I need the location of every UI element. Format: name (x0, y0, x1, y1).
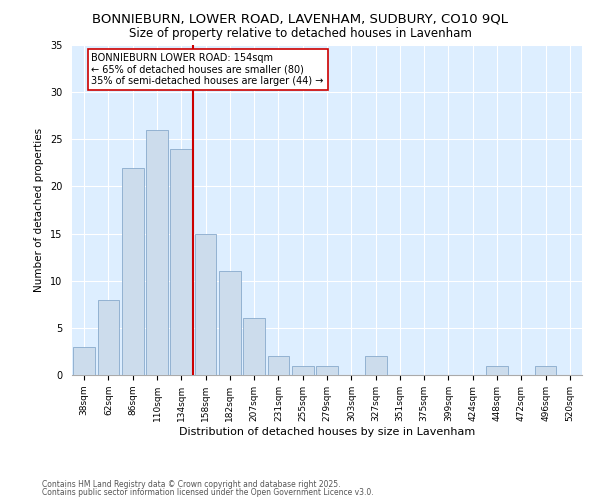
Bar (535, 366, 556, 375)
Bar (365, 356, 386, 375)
Y-axis label: Number of detached properties: Number of detached properties (34, 128, 44, 292)
Bar (146, 130, 168, 375)
Bar (219, 272, 241, 375)
Bar (122, 168, 143, 375)
Text: Contains HM Land Registry data © Crown copyright and database right 2025.: Contains HM Land Registry data © Crown c… (42, 480, 341, 489)
Text: Size of property relative to detached houses in Lavenham: Size of property relative to detached ho… (128, 28, 472, 40)
Bar (268, 356, 289, 375)
Bar (170, 148, 192, 375)
Bar (486, 366, 508, 375)
Bar (73, 346, 95, 375)
Text: BONNIEBURN LOWER ROAD: 154sqm
← 65% of detached houses are smaller (80)
35% of s: BONNIEBURN LOWER ROAD: 154sqm ← 65% of d… (91, 52, 324, 86)
Bar (97, 300, 119, 375)
Bar (194, 234, 217, 375)
Bar (292, 366, 314, 375)
Bar (243, 318, 265, 375)
Text: BONNIEBURN, LOWER ROAD, LAVENHAM, SUDBURY, CO10 9QL: BONNIEBURN, LOWER ROAD, LAVENHAM, SUDBUR… (92, 12, 508, 26)
Text: Contains public sector information licensed under the Open Government Licence v3: Contains public sector information licen… (42, 488, 374, 497)
X-axis label: Distribution of detached houses by size in Lavenham: Distribution of detached houses by size … (179, 426, 475, 436)
Bar (316, 366, 338, 375)
